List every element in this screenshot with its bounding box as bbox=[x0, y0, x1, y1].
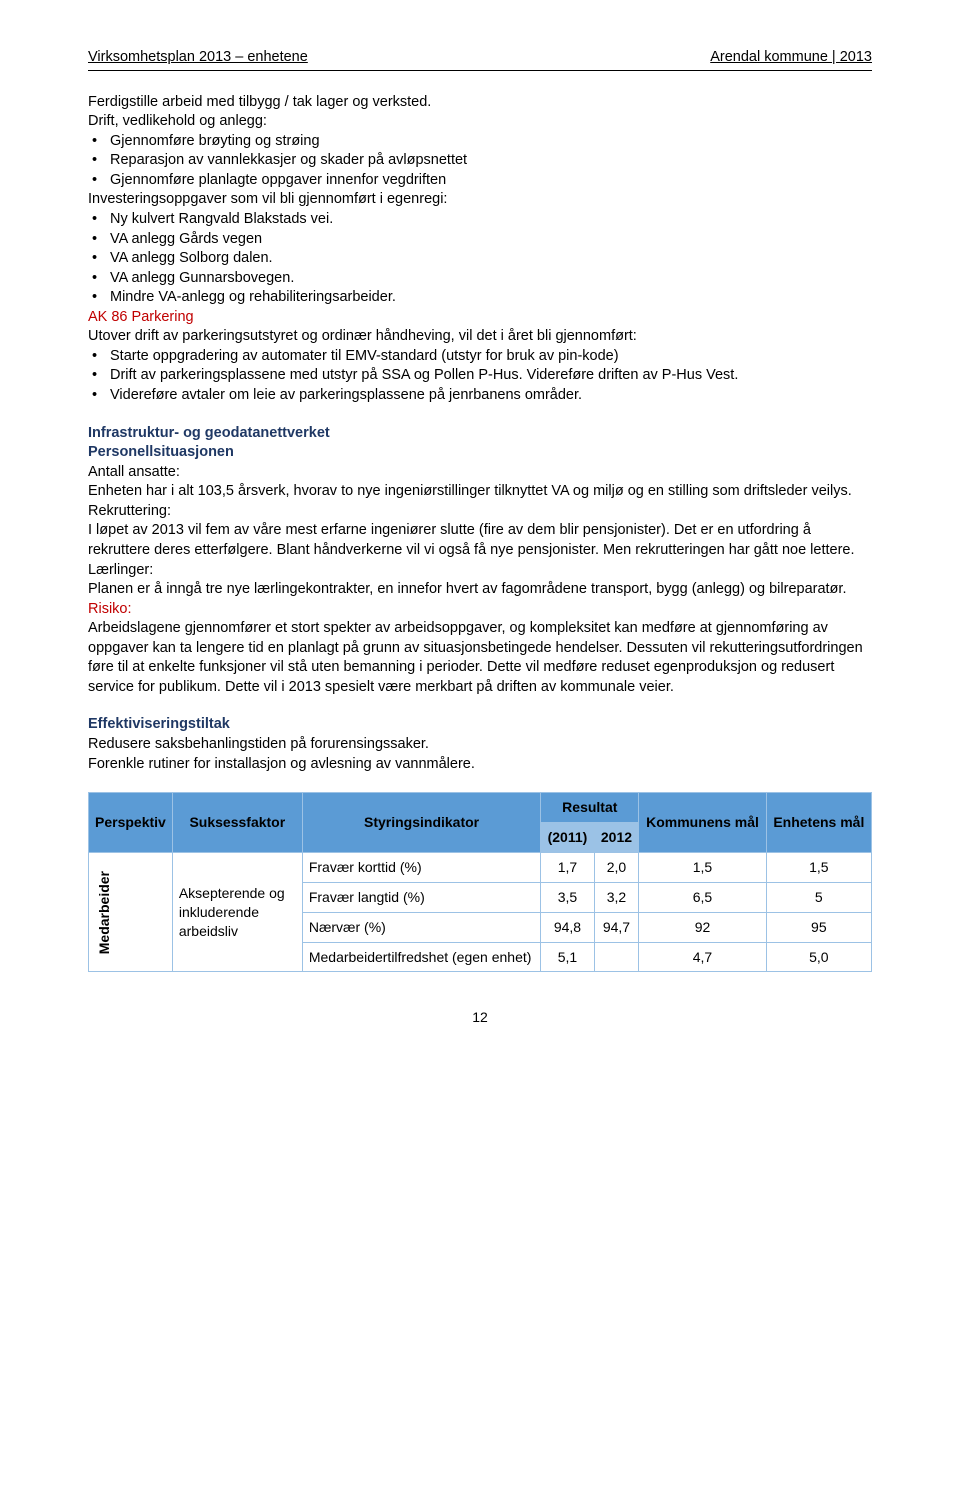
rekruttering-text: I løpet av 2013 vil fem av våre mest erf… bbox=[88, 521, 872, 560]
risiko-text: Arbeidslagene gjennomfører et stort spek… bbox=[88, 619, 872, 697]
cell-v2012: 94,7 bbox=[594, 912, 639, 942]
results-table: Perspektiv Suksessfaktor Styringsindikat… bbox=[88, 792, 872, 972]
laerlinger-text: Planen er å inngå tre nye lærlingekontra… bbox=[88, 580, 872, 600]
th-suksessfaktor: Suksessfaktor bbox=[172, 793, 302, 853]
cell-v2011: 5,1 bbox=[541, 942, 594, 972]
cell-indikator: Fravær korttid (%) bbox=[302, 852, 540, 882]
cell-v2012: 3,2 bbox=[594, 882, 639, 912]
intro-block: Ferdigstille arbeid med tilbygg / tak la… bbox=[88, 93, 872, 406]
effekt-block: Effektiviseringstiltak Redusere saksbeha… bbox=[88, 715, 872, 774]
cell-v2011: 3,5 bbox=[541, 882, 594, 912]
th-perspektiv: Perspektiv bbox=[89, 793, 173, 853]
list-item: VA anlegg Solborg dalen. bbox=[110, 249, 872, 269]
list-item: Reparasjon av vannlekkasjer og skader på… bbox=[110, 151, 872, 171]
effekt-line2: Forenkle rutiner for installasjon og avl… bbox=[88, 755, 872, 775]
th-resultat: Resultat bbox=[541, 793, 639, 823]
ak86-intro: Utover drift av parkeringsutstyret og or… bbox=[88, 327, 872, 347]
antall-label: Antall ansatte: bbox=[88, 463, 872, 483]
cell-v2012: 2,0 bbox=[594, 852, 639, 882]
laerlinger-label: Lærlinger: bbox=[88, 561, 872, 581]
header-left: Virksomhetsplan 2013 – enhetene bbox=[88, 48, 308, 68]
list-item: Gjennomføre planlagte oppgaver innenfor … bbox=[110, 171, 872, 191]
cell-komm: 92 bbox=[639, 912, 766, 942]
list-item: Ny kulvert Rangvald Blakstads vei. bbox=[110, 210, 872, 230]
cell-v2012 bbox=[594, 942, 639, 972]
intro-line2: Drift, vedlikehold og anlegg: bbox=[88, 112, 872, 132]
rekruttering-label: Rekruttering: bbox=[88, 502, 872, 522]
bullets-3: Starte oppgradering av automater til EMV… bbox=[88, 347, 872, 406]
cell-v2011: 1,7 bbox=[541, 852, 594, 882]
ak86-title: AK 86 Parkering bbox=[88, 308, 872, 328]
antall-text: Enheten har i alt 103,5 årsverk, hvorav … bbox=[88, 482, 872, 502]
list-item: Mindre VA-anlegg og rehabiliteringsarbei… bbox=[110, 288, 872, 308]
risiko-label: Risiko: bbox=[88, 600, 872, 620]
intro-line3: Investeringsoppgaver som vil bli gjennom… bbox=[88, 190, 872, 210]
cell-perspektiv: Medarbeider bbox=[89, 852, 173, 972]
intro-line1: Ferdigstille arbeid med tilbygg / tak la… bbox=[88, 93, 872, 113]
cell-enh: 95 bbox=[766, 912, 871, 942]
th-2011: (2011) bbox=[541, 823, 594, 853]
page-number: 12 bbox=[88, 1008, 872, 1027]
cell-v2011: 94,8 bbox=[541, 912, 594, 942]
cell-enh: 5,0 bbox=[766, 942, 871, 972]
cell-enh: 5 bbox=[766, 882, 871, 912]
list-item: Starte oppgradering av automater til EMV… bbox=[110, 347, 872, 367]
list-item: VA anlegg Gunnarsbovegen. bbox=[110, 269, 872, 289]
list-item: VA anlegg Gårds vegen bbox=[110, 230, 872, 250]
bullets-1: Gjennomføre brøyting og strøing Reparasj… bbox=[88, 132, 872, 191]
th-kommunens: Kommunens mål bbox=[639, 793, 766, 853]
effekt-heading: Effektiviseringstiltak bbox=[88, 715, 872, 735]
cell-komm: 4,7 bbox=[639, 942, 766, 972]
cell-indikator: Nærvær (%) bbox=[302, 912, 540, 942]
personell-heading: Personellsituasjonen bbox=[88, 443, 872, 463]
effekt-line1: Redusere saksbehanlingstiden på forurens… bbox=[88, 735, 872, 755]
cell-indikator: Medarbeidertilfredshet (egen enhet) bbox=[302, 942, 540, 972]
table-row: Medarbeider Aksepterende og inkluderende… bbox=[89, 852, 872, 882]
list-item: Gjennomføre brøyting og strøing bbox=[110, 132, 872, 152]
cell-komm: 1,5 bbox=[639, 852, 766, 882]
cell-suksessfaktor: Aksepterende og inkluderende arbeidsliv bbox=[172, 852, 302, 972]
perspektiv-label: Medarbeider bbox=[95, 871, 114, 954]
header-right: Arendal kommune | 2013 bbox=[710, 48, 872, 68]
list-item: Videreføre avtaler om leie av parkerings… bbox=[110, 386, 872, 406]
th-enhetens: Enhetens mål bbox=[766, 793, 871, 853]
page-header: Virksomhetsplan 2013 – enhetene Arendal … bbox=[88, 48, 872, 71]
bullets-2: Ny kulvert Rangvald Blakstads vei. VA an… bbox=[88, 210, 872, 308]
cell-komm: 6,5 bbox=[639, 882, 766, 912]
infra-heading: Infrastruktur- og geodatanettverket bbox=[88, 424, 872, 444]
th-styringsindikator: Styringsindikator bbox=[302, 793, 540, 853]
cell-indikator: Fravær langtid (%) bbox=[302, 882, 540, 912]
list-item: Drift av parkeringsplassene med utstyr p… bbox=[110, 366, 872, 386]
infra-block: Infrastruktur- og geodatanettverket Pers… bbox=[88, 424, 872, 698]
th-2012: 2012 bbox=[594, 823, 639, 853]
cell-enh: 1,5 bbox=[766, 852, 871, 882]
